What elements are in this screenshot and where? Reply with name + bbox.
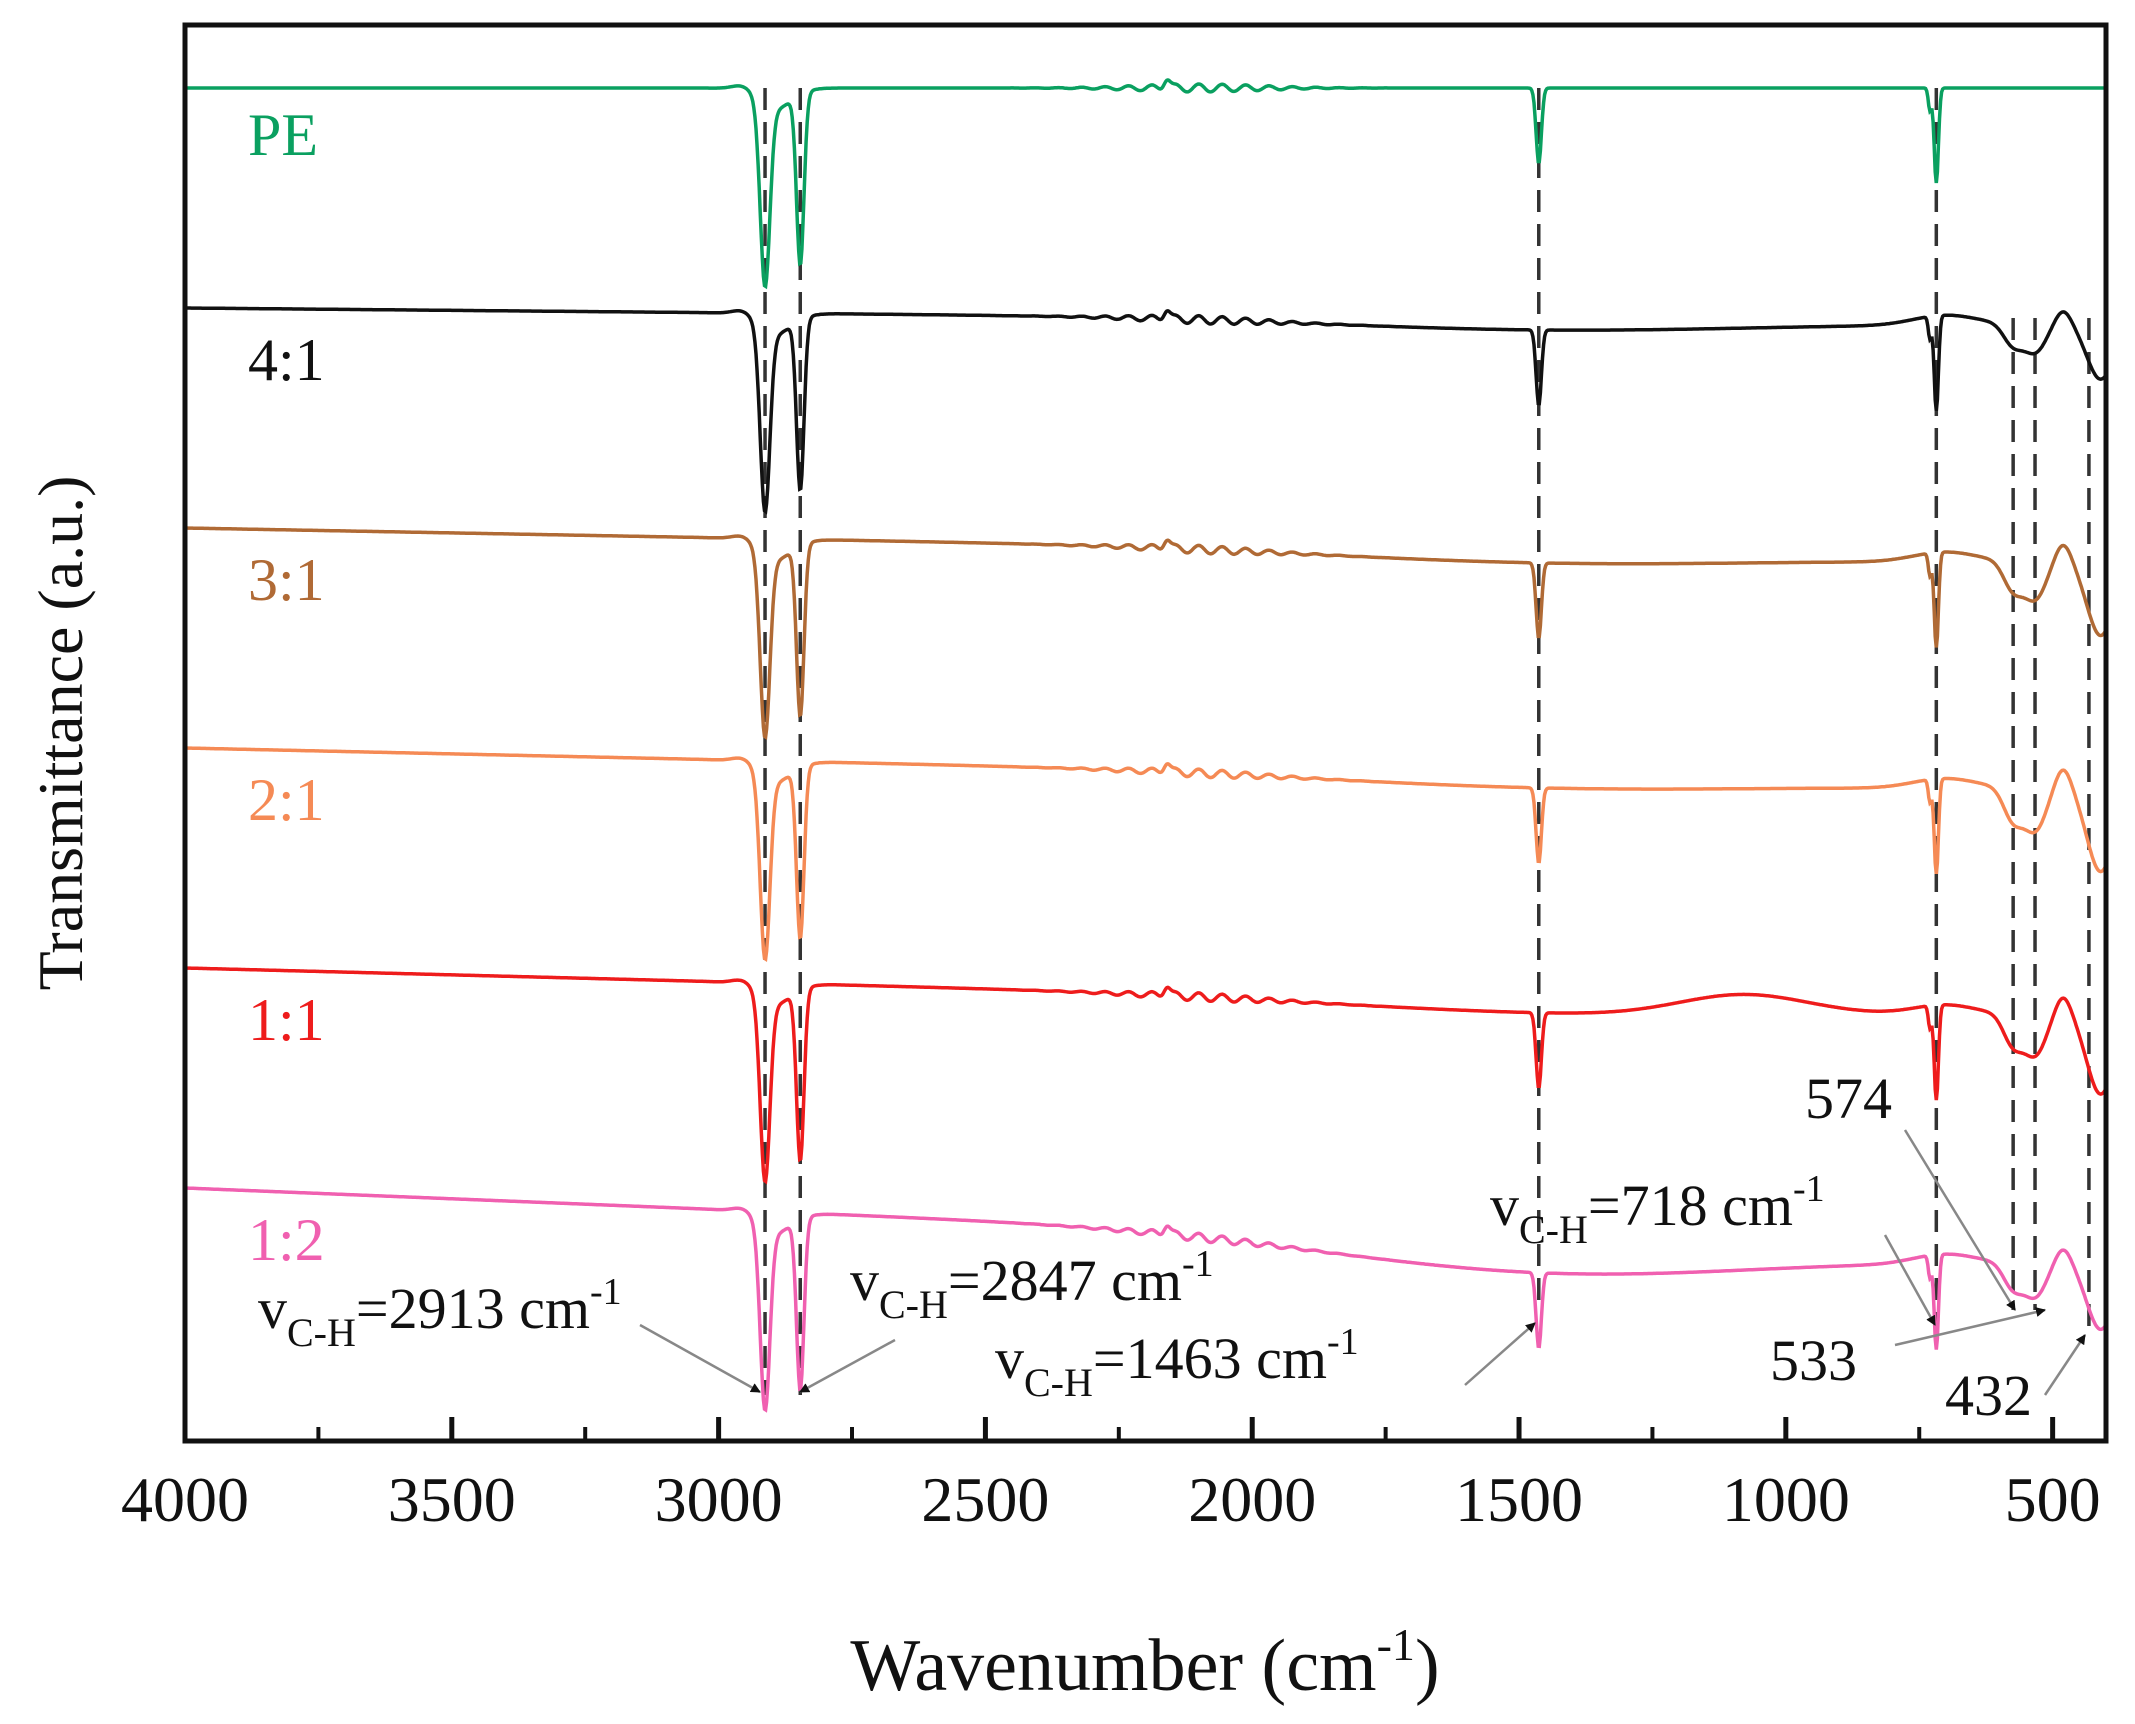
annotation-text-1463: vC-H=1463 cm-1 — [995, 1321, 1359, 1405]
x-tick-label-2500: 2500 — [921, 1464, 1049, 1535]
annotation-text-718: vC-H=718 cm-1 — [1490, 1168, 1825, 1252]
x-axis-label-main: Wavenumber (cm — [850, 1625, 1376, 1707]
annotation-text-574: 574 — [1805, 1066, 1892, 1131]
annotation-2913: vC-H=2913 cm-1 — [258, 1271, 761, 1394]
annotation-574: 574 — [1805, 1066, 2017, 1311]
annotation-2847: vC-H=2847 cm-1 — [799, 1243, 1214, 1394]
series-line-4-1 — [185, 306, 2108, 515]
x-tick-label-2000: 2000 — [1188, 1464, 1316, 1535]
series-line-1-2 — [185, 1186, 2108, 1413]
x-axis-label-sup: -1 — [1377, 1619, 1415, 1670]
series-label-PE: PE — [248, 102, 318, 168]
series-line-3-1 — [185, 526, 2108, 740]
x-tick-label-500: 500 — [2005, 1464, 2101, 1535]
x-tick-label-1000: 1000 — [1722, 1464, 1850, 1535]
annotation-text-2847: vC-H=2847 cm-1 — [850, 1243, 1214, 1327]
series-label-2-1: 2:1 — [248, 767, 325, 833]
annotation-arrow-2847 — [799, 1338, 896, 1394]
annotation-text-432: 432 — [1945, 1363, 2032, 1428]
series-label-1-1: 1:1 — [248, 987, 325, 1053]
series-label-3-1: 3:1 — [248, 547, 325, 613]
annotation-arrow-718 — [1883, 1234, 1937, 1326]
annotation-arrow-574 — [1903, 1129, 2017, 1311]
series-line-2-1 — [185, 746, 2108, 963]
series-line-PE — [185, 78, 2106, 290]
x-tick-label-3500: 3500 — [388, 1464, 516, 1535]
annotation-arrow-432 — [2043, 1334, 2087, 1396]
peak-annotations: vC-H=2913 cm-1 vC-H=2847 cm-1vC-H=1463 cm… — [258, 1066, 2087, 1428]
x-axis-label: Wavenumber (cm-1) — [850, 1619, 1439, 1707]
annotation-718: vC-H=718 cm-1 — [1490, 1168, 1937, 1326]
annotation-arrow-2913 — [639, 1323, 761, 1394]
annotation-text-2913: vC-H=2913 cm-1 — [258, 1271, 622, 1355]
reference-dashed-lines — [763, 88, 2091, 1395]
spectrum-curves — [185, 78, 2108, 1413]
annotation-1463: vC-H=1463 cm-1 — [995, 1321, 1536, 1405]
series-line-1-1 — [185, 966, 2108, 1185]
x-tick-label-1500: 1500 — [1455, 1464, 1583, 1535]
x-axis-ticks: 4000 3500 3000 2500 2000 1500 1000 500 — [121, 1417, 2101, 1535]
annotation-432: 432 — [1945, 1334, 2087, 1428]
annotation-533: 533 — [1770, 1307, 2046, 1393]
y-axis-label: Transmittance (a.u.) — [25, 476, 96, 991]
series-labels: PE 4:1 3:1 2:1 1:1 1:2 — [248, 102, 325, 1273]
annotation-text-533: 533 — [1770, 1328, 1857, 1393]
series-label-4-1: 4:1 — [248, 327, 325, 393]
plot-frame — [182, 22, 2109, 1444]
x-axis-label-close: ) — [1415, 1625, 1440, 1707]
x-tick-label-3000: 3000 — [655, 1464, 783, 1535]
series-label-1-2: 1:2 — [248, 1207, 325, 1273]
x-tick-label-4000: 4000 — [121, 1464, 249, 1535]
annotation-arrow-1463 — [1464, 1322, 1536, 1386]
annotation-arrow-533 — [1894, 1307, 2046, 1347]
